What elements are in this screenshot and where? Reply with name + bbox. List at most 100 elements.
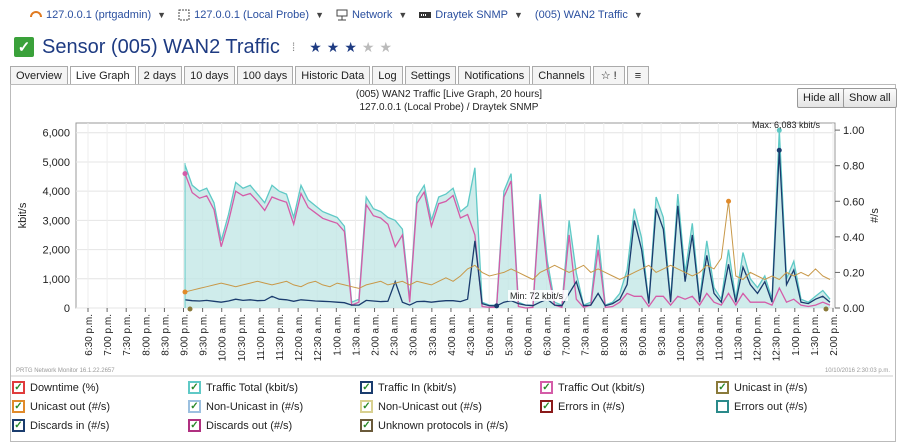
device-icon	[419, 12, 432, 18]
star-icon[interactable]: ★	[344, 38, 357, 55]
priority-stars[interactable]: ★ ★ ★ ★ ★	[309, 39, 392, 56]
y2-tick-label: 0.00	[843, 303, 864, 315]
legend-item[interactable]: ✓ Discards out (#/s)	[188, 419, 292, 432]
legend-item[interactable]: ✓ Non-Unicast out (#/s)	[360, 400, 482, 413]
legend-item[interactable]: ✓ Unknown protocols in (#/s)	[360, 419, 508, 432]
checkbox-icon[interactable]: ✓	[12, 381, 25, 394]
legend-item[interactable]: ✓ Discards in (#/s)	[12, 419, 109, 432]
y-tick-label: 6,000	[42, 128, 70, 140]
marker-traffic-out-start	[182, 171, 188, 177]
legend-item[interactable]: ✓ Unicast in (#/s)	[716, 381, 807, 394]
y2-tick-label: 0.80	[843, 161, 864, 173]
network-icon	[336, 9, 348, 21]
tab-log[interactable]: Log	[372, 66, 403, 85]
checkbox-icon[interactable]: ✓	[188, 400, 201, 413]
checkbox-icon[interactable]: ✓	[360, 381, 373, 394]
checkbox-icon[interactable]: ✓	[188, 419, 201, 432]
breadcrumb-label: 127.0.0.1 (Local Probe)	[194, 9, 310, 21]
legend-item[interactable]: ✓ Traffic Out (kbit/s)	[540, 381, 645, 394]
x-tick-label: 12:30 p.m.	[772, 314, 783, 361]
breadcrumb: 127.0.0.1 (prtgadmin) ▼ 127.0.0.1 (Local…	[30, 6, 649, 24]
checkbox-icon[interactable]: ✓	[716, 381, 729, 394]
pause-icon[interactable]: ⁞	[291, 40, 296, 54]
legend-item[interactable]: ✓ Errors in (#/s)	[540, 400, 625, 413]
breadcrumb-item-probe[interactable]: 127.0.0.1 (Local Probe)	[178, 9, 309, 21]
breadcrumb-item-server[interactable]: 127.0.0.1 (prtgadmin)	[30, 9, 151, 21]
legend-label: Non-Unicast out (#/s)	[378, 400, 482, 413]
tab-notifications[interactable]: Notifications	[458, 66, 531, 85]
chevron-down-icon[interactable]: ▼	[398, 10, 408, 20]
checkbox-icon[interactable]: ✓	[360, 400, 373, 413]
checkbox-icon[interactable]: ✓	[540, 381, 553, 394]
tab-overview[interactable]: Overview	[10, 66, 68, 85]
legend-label: Non-Unicast in (#/s)	[206, 400, 304, 413]
breadcrumb-item-device[interactable]: Draytek SNMP	[419, 9, 508, 21]
x-tick-label: 5:30 a.m.	[504, 314, 515, 356]
x-tick-label: 8:30 p.m.	[160, 314, 171, 356]
checkbox-icon[interactable]: ✓	[540, 400, 553, 413]
chevron-down-icon[interactable]: ▼	[514, 10, 523, 20]
x-tick-label: 8:00 a.m.	[600, 314, 611, 356]
star-icon[interactable]: ★	[309, 38, 322, 55]
chevron-down-icon[interactable]: ▼	[157, 10, 167, 20]
tab-settings[interactable]: Settings	[404, 66, 457, 85]
x-tick-label: 9:30 p.m.	[199, 314, 210, 356]
tab-10-days[interactable]: 10 days	[184, 66, 235, 85]
x-tick-label: 10:00 a.m.	[676, 314, 687, 361]
marker-unicast-start	[182, 289, 188, 295]
legend-item[interactable]: ✓ Downtime (%)	[12, 381, 99, 394]
checkbox-icon[interactable]: ✓	[188, 381, 201, 394]
y-tick-label: 4,000	[42, 186, 70, 198]
tab-100-days[interactable]: 100 days	[236, 66, 294, 85]
x-tick-label: 7:00 a.m.	[562, 314, 573, 356]
x-tick-label: 8:30 a.m.	[619, 314, 630, 356]
y2-tick-label: 0.40	[843, 232, 864, 244]
checkbox-icon[interactable]: ✓	[360, 419, 373, 432]
star-icon[interactable]: ★	[361, 38, 375, 55]
x-tick-label: 7:30 a.m.	[581, 314, 592, 356]
legend-item[interactable]: ✓ Unicast out (#/s)	[12, 400, 110, 413]
star-icon[interactable]: ★	[379, 38, 393, 55]
chevron-down-icon[interactable]: ▼	[633, 10, 643, 20]
show-all-button[interactable]: Show all	[843, 88, 897, 108]
legend-label: Unknown protocols in (#/s)	[378, 419, 509, 432]
breadcrumb-label: Network	[351, 9, 393, 21]
x-tick-label: 11:30 p.m.	[275, 314, 286, 361]
tab-[interactable]: ≡	[626, 66, 650, 85]
x-tick-label: 1:00 a.m.	[332, 314, 343, 356]
tab-live-graph[interactable]: Live Graph	[69, 66, 136, 86]
x-tick-label: 12:00 a.m.	[294, 314, 305, 361]
breadcrumb-item-sensor[interactable]: (005) WAN2 Traffic	[535, 9, 628, 21]
legend-item[interactable]: ✓ Non-Unicast in (#/s)	[188, 400, 303, 413]
chevron-down-icon[interactable]: ▼	[315, 10, 324, 20]
legend-item[interactable]: ✓ Traffic Total (kbit/s)	[188, 381, 298, 394]
y-axis-label: kbit/s	[17, 202, 29, 228]
checkbox-icon[interactable]: ✓	[12, 419, 25, 432]
breadcrumb-label: 127.0.0.1 (prtgadmin)	[46, 9, 152, 21]
x-tick-label: 1:30 p.m.	[810, 314, 821, 356]
checkbox-icon[interactable]: ✓	[716, 400, 729, 413]
x-tick-label: 11:30 a.m.	[733, 314, 744, 361]
hide-all-button[interactable]: Hide all	[797, 88, 846, 108]
tab-2-days[interactable]: 2 days	[137, 66, 183, 85]
legend-label: Traffic Out (kbit/s)	[558, 381, 645, 394]
breadcrumb-label: Draytek SNMP	[435, 9, 508, 21]
graph-footer-right: 10/10/2016 2:30:03 p.m.	[825, 368, 890, 374]
star-icon[interactable]: ★	[326, 38, 340, 55]
series-line-traffic-in	[184, 150, 831, 307]
traffic-chart: 0 1,000 2,000 3,000 4,000 5,000 6,000 0.00 0.20 0…	[11, 120, 893, 377]
legend-item[interactable]: ✓ Traffic In (kbit/s)	[360, 381, 456, 394]
legend-label: Traffic Total (kbit/s)	[206, 381, 299, 394]
breadcrumb-item-network[interactable]: Network	[336, 9, 392, 21]
tab-[interactable]: ☆ !	[592, 66, 625, 85]
x-tick-label: 6:30 p.m.	[84, 314, 95, 356]
legend-item[interactable]: ✓ Errors out (#/s)	[716, 400, 807, 413]
x-tick-label: 11:00 p.m.	[256, 314, 267, 361]
x-tick-label: 7:30 p.m.	[122, 314, 133, 356]
x-tick-label: 10:30 a.m.	[695, 314, 706, 361]
tab-channels[interactable]: Channels	[532, 66, 591, 85]
y2-tick-label: 0.20	[843, 267, 864, 279]
tab-historic-data[interactable]: Historic Data	[295, 66, 371, 85]
checkbox-icon[interactable]: ✓	[12, 400, 25, 413]
series-line-traffic-total	[184, 130, 831, 307]
